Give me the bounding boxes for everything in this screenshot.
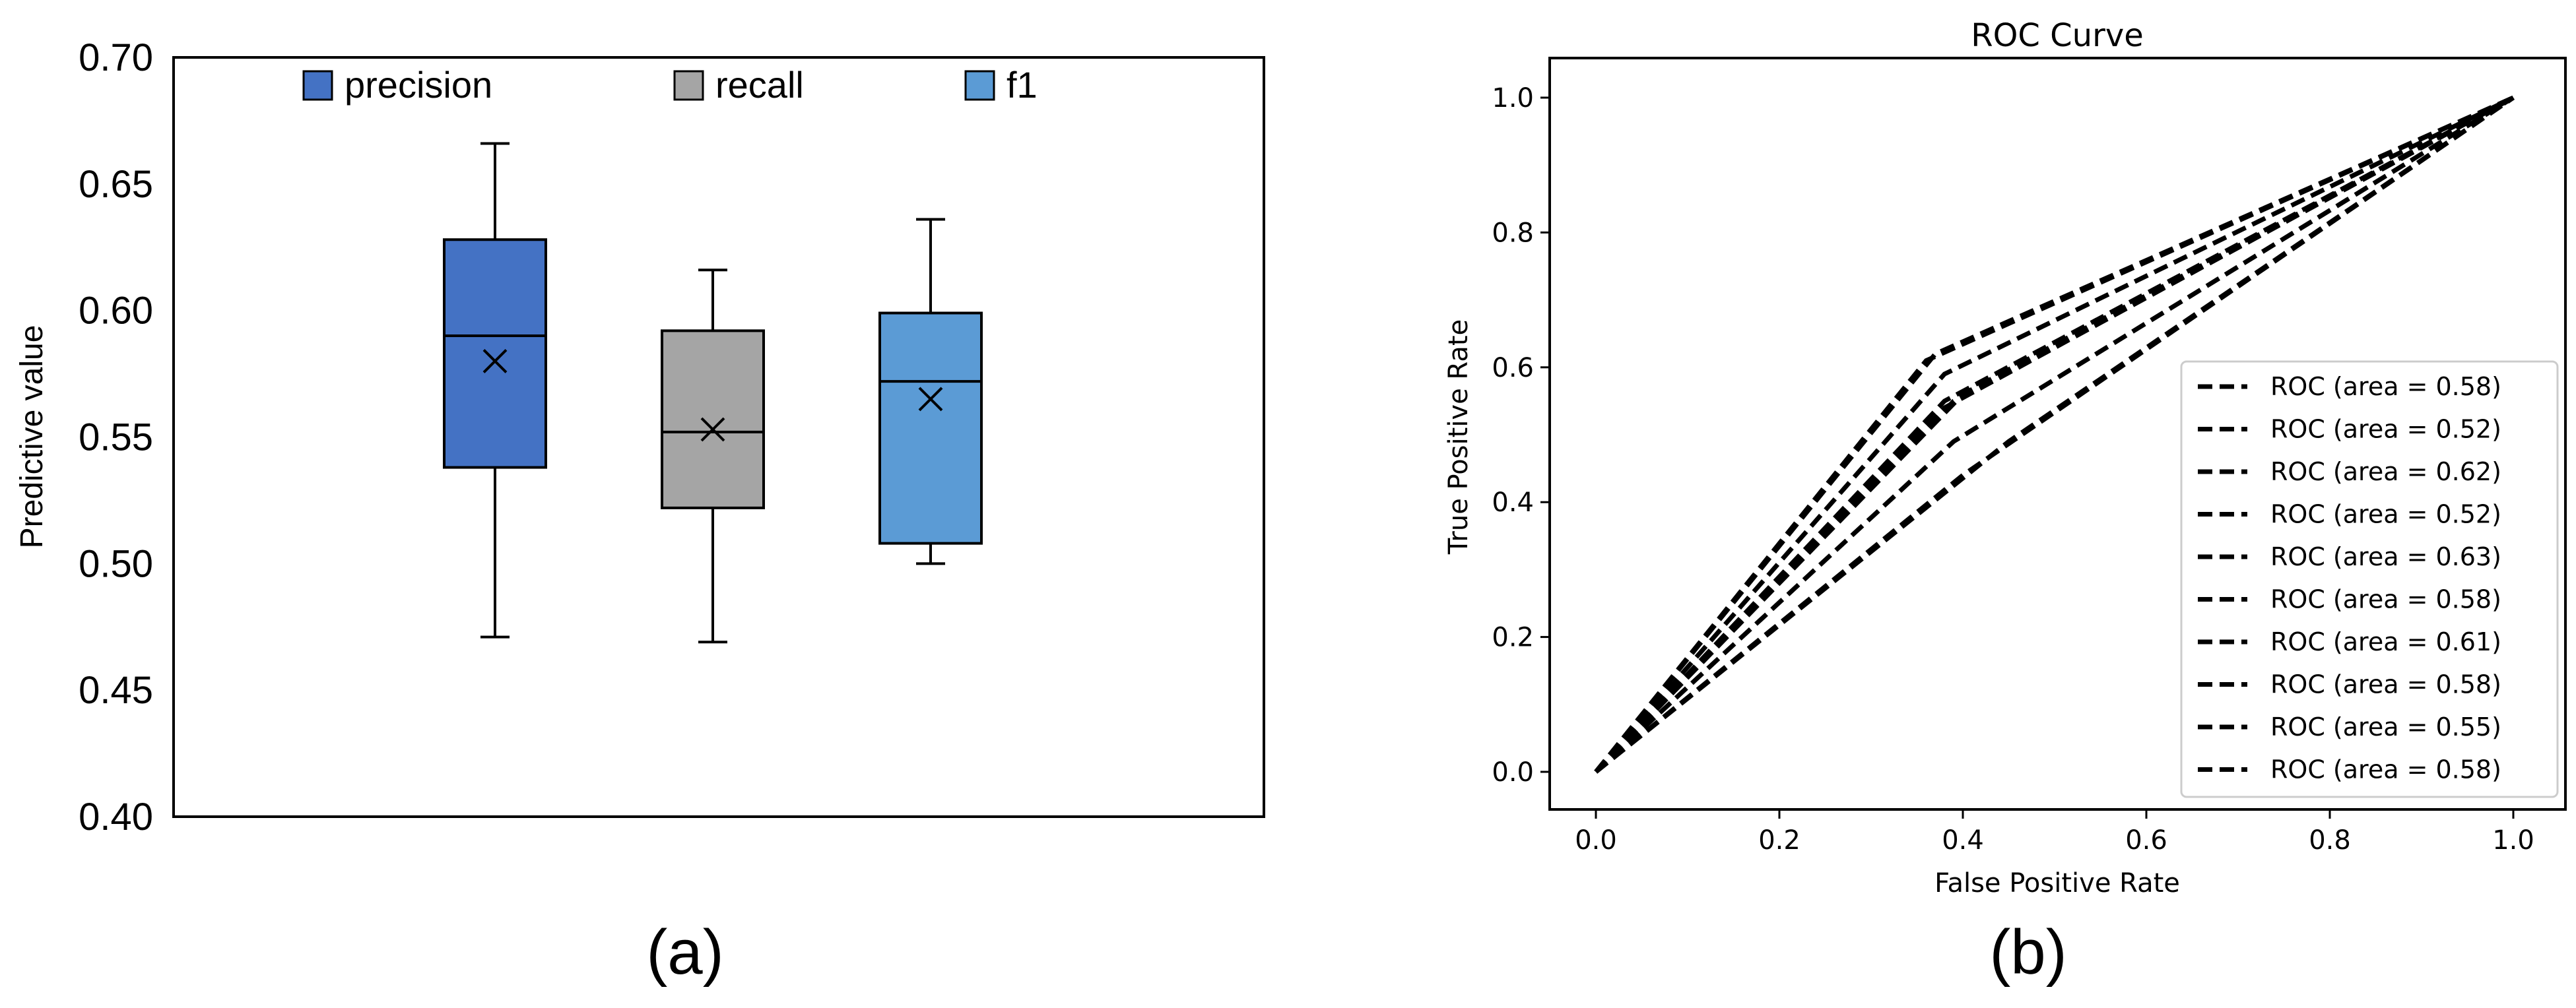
box-recall — [661, 268, 765, 644]
box-plot-y-tick-label: 0.65 — [79, 163, 153, 206]
legend-label-f1: f1 — [1007, 64, 1038, 106]
box-body — [443, 238, 547, 469]
box-plot-y-tick-label: 0.45 — [79, 669, 153, 712]
roc-legend: ROC (area = 0.58) ROC (area = 0.52) ROC (a… — [2180, 360, 2559, 798]
roc-series-line-7 — [1594, 95, 2515, 774]
roc-x-tick-label: 1.0 — [2492, 825, 2534, 856]
roc-x-tick-label: 0.4 — [1942, 825, 1984, 856]
roc-legend-label-10: ROC (area = 0.58) — [2270, 755, 2501, 784]
roc-y-tick-label: 0.0 — [1492, 757, 1534, 788]
legend-label-precision: precision — [345, 64, 492, 106]
roc-x-axis-label: False Positive Rate — [1934, 868, 2180, 898]
roc-series-lines — [1594, 95, 2515, 774]
box-plot-panel: 0.40 0.45 0.50 0.55 0.60 0.65 0.70 Predictive … — [15, 36, 1265, 838]
roc-legend-label-9: ROC (area = 0.55) — [2270, 712, 2501, 741]
box-plot-y-tick-label: 0.40 — [79, 796, 153, 838]
roc-x-tick-label: 0.6 — [2125, 825, 2167, 856]
roc-y-axis-label: True Positive Rate — [1443, 319, 1474, 555]
roc-legend-label-1: ROC (area = 0.58) — [2270, 372, 2501, 401]
roc-legend-label-3: ROC (area = 0.62) — [2270, 457, 2501, 486]
box-body — [661, 329, 765, 509]
panel-label-b: (b) — [1989, 917, 2066, 988]
roc-chart-title: ROC Curve — [1971, 17, 2144, 54]
roc-x-tick-label: 0.8 — [2309, 825, 2351, 856]
roc-legend-label-7: ROC (area = 0.61) — [2270, 627, 2501, 656]
box-plot-frame — [172, 56, 1265, 818]
roc-x-tick-label: 0.2 — [1758, 825, 1800, 856]
box-plot-y-ticks: 0.40 0.45 0.50 0.55 0.60 0.65 0.70 — [79, 36, 153, 838]
mean-marker — [918, 387, 943, 412]
roc-axis-ticks: 0.0 0.2 0.4 0.6 0.8 1.0 0.0 0.2 0.4 0.6 0.8 1.0 — [1492, 83, 2534, 856]
roc-legend-label-2: ROC (area = 0.52) — [2270, 415, 2501, 444]
roc-series-line-4 — [1594, 96, 2515, 774]
box-plot-y-tick-label: 0.55 — [79, 416, 153, 459]
roc-y-tick-label: 0.4 — [1492, 488, 1534, 518]
roc-plot-frame — [1548, 57, 2567, 811]
roc-y-tick-label: 0.2 — [1492, 623, 1534, 653]
roc-legend-label-4: ROC (area = 0.52) — [2270, 500, 2501, 529]
roc-x-tick-label: 0.0 — [1575, 825, 1617, 856]
roc-y-tick-label: 1.0 — [1492, 83, 1534, 113]
box-plot-y-tick-label: 0.50 — [79, 542, 153, 585]
legend-swatch-f1 — [964, 70, 995, 101]
panel-label-a: (a) — [646, 917, 723, 988]
roc-series-line-5 — [1594, 95, 2515, 774]
roc-legend-label-8: ROC (area = 0.58) — [2270, 670, 2501, 699]
box-plot-y-axis-label: Predictive value — [15, 325, 50, 549]
roc-legend-label-5: ROC (area = 0.63) — [2270, 542, 2501, 571]
box-precision — [443, 142, 547, 639]
box-plot-boxes — [443, 142, 983, 644]
box-plot-legend: precision recall f1 — [302, 64, 1038, 106]
roc-y-tick-label: 0.6 — [1492, 353, 1534, 383]
roc-series-line-10 — [1594, 95, 2515, 774]
legend-label-recall: recall — [715, 64, 804, 106]
box-f1 — [878, 218, 983, 565]
roc-legend-box — [2180, 360, 2559, 798]
box-plot-y-tick-label: 0.70 — [79, 36, 153, 79]
box-body — [878, 311, 983, 545]
roc-y-tick-label: 0.8 — [1492, 218, 1534, 248]
mean-marker — [482, 348, 508, 373]
box-plot-y-tick-label: 0.60 — [79, 290, 153, 332]
roc-legend-label-6: ROC (area = 0.58) — [2270, 585, 2501, 614]
mean-marker — [700, 417, 725, 442]
legend-swatch-recall — [673, 70, 704, 101]
roc-series-line-9 — [1594, 96, 2515, 774]
legend-swatch-precision — [302, 70, 333, 101]
roc-curve-panel: ROC Curve 0.0 0.2 0.4 0.6 0.8 1.0 0.0 0.2 0.4 0.6… — [1443, 17, 2567, 898]
